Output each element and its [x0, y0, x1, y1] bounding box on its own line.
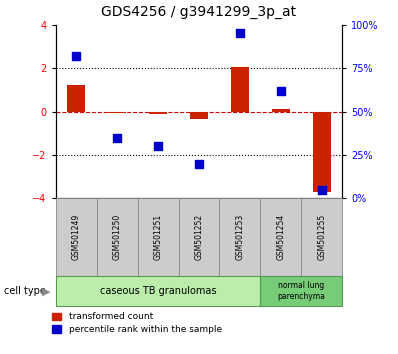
- Point: [319, 187, 325, 193]
- Legend: transformed count, percentile rank within the sample: transformed count, percentile rank withi…: [52, 313, 222, 334]
- Text: normal lung
parenchyma: normal lung parenchyma: [277, 281, 325, 301]
- Text: GSM501254: GSM501254: [276, 214, 285, 260]
- Bar: [97, 198, 138, 276]
- Text: GDS4256 / g3941299_3p_at: GDS4256 / g3941299_3p_at: [101, 5, 297, 19]
- Text: GSM501249: GSM501249: [72, 214, 81, 260]
- Bar: [231, 67, 249, 112]
- Bar: [108, 112, 126, 113]
- Text: GSM501255: GSM501255: [317, 214, 326, 260]
- Bar: [179, 198, 219, 276]
- Bar: [67, 85, 86, 112]
- Text: ▶: ▶: [41, 286, 50, 296]
- Point: [196, 161, 202, 166]
- Bar: [190, 112, 208, 119]
- Point: [73, 53, 79, 59]
- Point: [237, 30, 243, 36]
- Text: GSM501252: GSM501252: [195, 214, 203, 260]
- Text: GSM501250: GSM501250: [113, 214, 122, 260]
- Bar: [312, 112, 331, 192]
- Bar: [138, 198, 179, 276]
- Bar: [56, 198, 97, 276]
- Text: GSM501251: GSM501251: [154, 214, 162, 260]
- Bar: [149, 112, 167, 114]
- Bar: [272, 109, 290, 112]
- Bar: [56, 276, 260, 306]
- Text: cell type: cell type: [4, 286, 46, 296]
- Text: GSM501253: GSM501253: [236, 214, 244, 260]
- Bar: [260, 198, 301, 276]
- Point: [114, 135, 120, 140]
- Bar: [219, 198, 260, 276]
- Point: [155, 143, 161, 149]
- Point: [278, 88, 284, 93]
- Text: caseous TB granulomas: caseous TB granulomas: [100, 286, 216, 296]
- Bar: [301, 198, 342, 276]
- Bar: [260, 276, 342, 306]
